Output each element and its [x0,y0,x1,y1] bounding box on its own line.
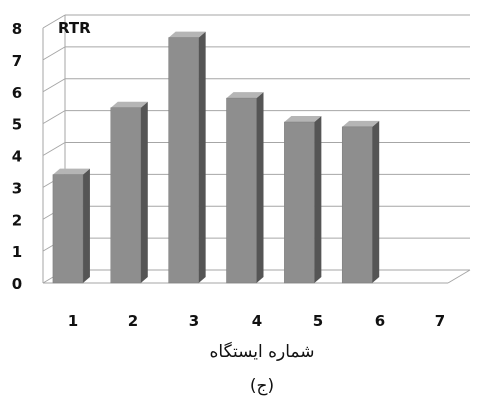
y-tick-label: 4 [12,148,22,166]
bar-side [82,168,90,283]
y-tick-label: 0 [12,275,22,293]
x-axis-label: شماره ایستگاه [210,341,315,362]
bar [52,168,90,284]
bar-front [110,107,142,284]
bar-top [168,31,206,38]
bar-front [341,126,373,284]
x-tick-label: 5 [313,312,323,330]
bar-front [226,97,257,284]
bar-side [256,92,264,283]
bar-front [284,121,315,284]
bar-side [198,31,206,283]
y-tick-label: 6 [12,84,22,102]
gridline-diagonal [42,142,66,156]
bar-top [226,92,264,99]
bar [284,116,322,284]
x-tick-label: 4 [252,312,262,330]
bar-front [52,174,84,284]
bar [341,120,380,284]
bar-top [110,101,148,108]
bar [168,31,206,284]
x-tick-label: 3 [189,312,199,330]
bar [226,92,264,284]
bar-side [314,116,322,283]
y-tick-label: 2 [12,211,22,229]
floor-diagonal [447,269,471,284]
x-tick-label: 2 [128,312,138,330]
gridline-diagonal [42,46,66,61]
bar-front [168,37,199,284]
y-tick-label: 7 [12,52,22,70]
bar-side [372,120,380,283]
bar-side [140,101,148,283]
y-tick-labels: 0 1 2 3 4 5 6 7 8 [12,20,22,293]
gridline-diagonal [42,110,66,125]
y-tick-label: 8 [12,20,22,38]
y-tick-label: 5 [12,116,22,134]
bar-top [284,116,322,123]
y-tick-label: 1 [12,243,22,261]
x-tick-label: 7 [435,312,445,330]
figure-subcaption: (ج) [250,376,274,396]
x-tick-label: 1 [68,312,78,330]
gridline-diagonal [42,14,66,29]
bar-top [342,120,380,127]
x-tick-labels: 1 2 3 4 5 6 7 [68,312,445,330]
bar [110,101,148,284]
x-tick-label: 6 [375,312,385,330]
bar-top [52,168,90,175]
gridline-diagonal [42,78,66,93]
chart-title: RTR [58,19,91,37]
y-tick-label: 3 [12,179,22,197]
bars [52,31,380,284]
